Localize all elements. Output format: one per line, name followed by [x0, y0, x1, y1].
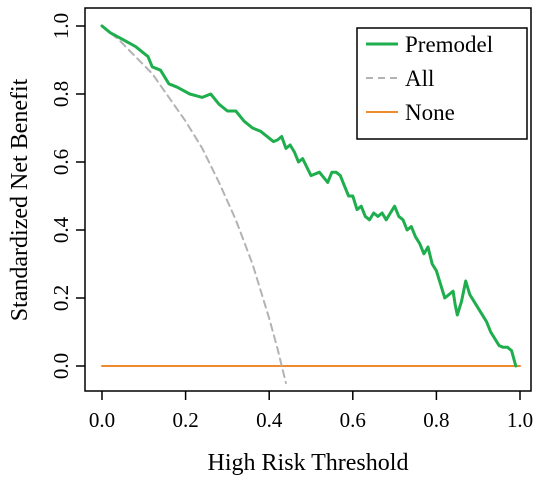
y-tick-label: 0.8: [49, 81, 73, 107]
x-tick-label: 1.0: [507, 408, 533, 432]
y-tick-label: 0.0: [49, 353, 73, 379]
legend-box: [356, 27, 528, 140]
legend-label-premodel: Premodel: [405, 32, 493, 57]
x-tick-label: 0.2: [172, 408, 198, 432]
y-tick-label: 0.2: [49, 285, 73, 311]
x-axis-title: High Risk Threshold: [208, 450, 409, 476]
axes-layer: 0.0 0.2 0.4 0.6 0.8 1.0 0.0 0.2 0.4 0.6 0.8 1.0: [49, 13, 533, 432]
series-layer: [100, 24, 521, 384]
legend-label-all: All: [405, 66, 434, 91]
x-tick-label: 0.0: [89, 408, 115, 432]
y-tick-label: 0.6: [49, 149, 73, 175]
y-axis-title: Standardized Net Benefit: [7, 78, 33, 321]
x-tick-label: 0.4: [256, 408, 283, 432]
plot-frame: [84, 7, 532, 392]
x-tick-label: 0.8: [423, 408, 449, 432]
series-all-line: [101, 25, 287, 384]
y-tick-label: 1.0: [49, 13, 73, 39]
x-tick-label: 0.6: [340, 408, 366, 432]
legend-label-none: None: [405, 100, 455, 125]
legend: Premodel All None: [356, 27, 528, 140]
series-premodel-line: [100, 24, 518, 368]
y-tick-label: 0.4: [49, 216, 73, 243]
